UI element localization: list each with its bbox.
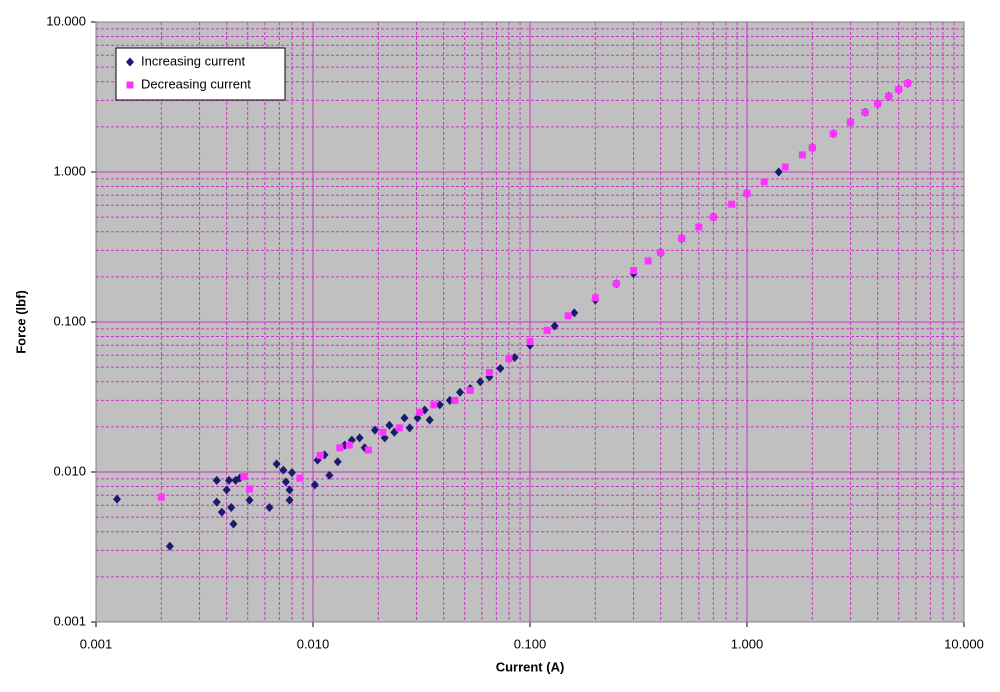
point bbox=[895, 85, 903, 93]
point bbox=[485, 369, 493, 377]
point bbox=[281, 477, 290, 487]
point bbox=[861, 108, 869, 116]
point bbox=[657, 249, 665, 257]
point bbox=[496, 363, 505, 373]
point bbox=[510, 352, 519, 362]
point bbox=[355, 433, 364, 443]
point bbox=[212, 475, 221, 485]
point bbox=[808, 144, 816, 152]
point bbox=[126, 57, 134, 67]
point bbox=[798, 151, 806, 159]
point bbox=[336, 444, 344, 452]
point bbox=[466, 386, 474, 394]
point bbox=[287, 468, 296, 478]
point bbox=[564, 312, 572, 320]
point bbox=[885, 92, 893, 100]
point bbox=[165, 541, 174, 551]
point bbox=[364, 446, 372, 454]
point bbox=[379, 428, 387, 436]
point bbox=[678, 235, 686, 243]
point bbox=[630, 267, 638, 275]
point bbox=[285, 485, 294, 495]
y-axis-title: Force (lbf) bbox=[13, 290, 28, 354]
point bbox=[405, 423, 414, 433]
point bbox=[570, 308, 579, 318]
point bbox=[644, 257, 652, 265]
point bbox=[246, 485, 254, 493]
point bbox=[296, 474, 304, 482]
point bbox=[227, 502, 236, 512]
point bbox=[245, 495, 254, 505]
point bbox=[430, 401, 438, 409]
point bbox=[451, 396, 459, 404]
point bbox=[333, 457, 342, 467]
point bbox=[591, 294, 599, 302]
y-tick-label: 10.000 bbox=[46, 13, 86, 28]
x-tick-label: 1.000 bbox=[731, 636, 764, 651]
point bbox=[113, 494, 122, 504]
point bbox=[126, 81, 134, 89]
point bbox=[760, 178, 768, 186]
x-tick-label: 0.001 bbox=[80, 636, 113, 651]
point bbox=[904, 79, 912, 87]
point bbox=[416, 408, 424, 416]
y-tick-label: 0.100 bbox=[53, 313, 86, 328]
point bbox=[229, 519, 238, 529]
point bbox=[265, 502, 274, 512]
point bbox=[874, 100, 882, 108]
point bbox=[345, 441, 353, 449]
point bbox=[212, 497, 221, 507]
point bbox=[316, 451, 324, 459]
point bbox=[224, 475, 233, 485]
point bbox=[217, 507, 226, 517]
point bbox=[526, 338, 534, 346]
point bbox=[728, 200, 736, 208]
x-tick-label: 0.010 bbox=[297, 636, 330, 651]
point bbox=[222, 485, 231, 495]
point bbox=[543, 326, 551, 334]
point bbox=[325, 470, 334, 480]
point bbox=[435, 400, 444, 410]
point bbox=[395, 424, 403, 432]
legend-label: Decreasing current bbox=[141, 76, 251, 91]
point bbox=[385, 420, 394, 430]
point bbox=[157, 493, 165, 501]
point bbox=[240, 473, 248, 481]
point bbox=[781, 163, 789, 171]
point bbox=[695, 223, 703, 231]
point bbox=[285, 495, 294, 505]
y-tick-label: 0.001 bbox=[53, 613, 86, 628]
point bbox=[425, 415, 434, 425]
point bbox=[279, 465, 288, 475]
legend-box bbox=[115, 47, 286, 101]
point bbox=[774, 167, 783, 177]
point bbox=[709, 213, 717, 221]
point bbox=[612, 280, 620, 288]
x-axis-title: Current (A) bbox=[496, 659, 565, 674]
legend-label: Increasing current bbox=[141, 53, 245, 68]
point bbox=[847, 118, 855, 126]
point bbox=[743, 189, 751, 197]
point bbox=[505, 355, 513, 363]
y-tick-label: 1.000 bbox=[53, 163, 86, 178]
y-tick-label: 0.010 bbox=[53, 463, 86, 478]
x-tick-label: 0.100 bbox=[514, 636, 547, 651]
x-tick-label: 10.000 bbox=[944, 636, 984, 651]
point bbox=[476, 377, 485, 387]
plot-border bbox=[95, 21, 965, 623]
point bbox=[829, 130, 837, 138]
point bbox=[550, 321, 559, 331]
point bbox=[310, 480, 319, 490]
point bbox=[370, 425, 379, 435]
point bbox=[400, 413, 409, 423]
point bbox=[456, 387, 465, 397]
point bbox=[272, 459, 281, 469]
